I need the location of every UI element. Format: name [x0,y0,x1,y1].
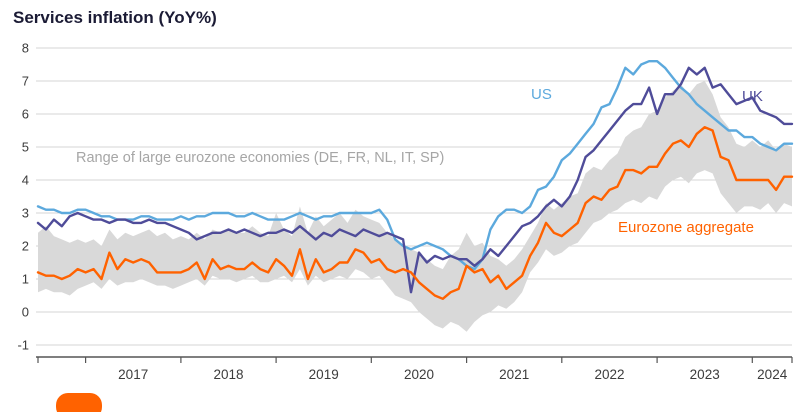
y-tick-label: 3 [22,206,29,221]
x-tick-label: 2017 [118,367,148,382]
y-tick-label: 8 [22,41,29,56]
x-tick-label: 2023 [690,367,720,382]
series-line-uk [36,66,794,294]
x-tick-label: 2019 [309,367,339,382]
page-title: Services inflation (YoY%) [13,8,217,27]
x-tick-label: 2018 [213,367,243,382]
series-line-eurozone-aggregate [36,125,794,300]
series-label-uk: UK [742,88,763,105]
series-line-us [36,60,794,271]
band-label-eurozone-range: Range of large eurozone economies (DE, F… [76,150,445,166]
y-tick-label: 6 [22,107,29,122]
y-tick-label: 7 [22,74,29,89]
y-tick-label: 0 [22,305,29,320]
y-tick-label: 1 [22,272,29,287]
y-tick-label: -1 [17,338,29,353]
series-label-us: US [531,86,552,103]
y-tick-label: 5 [22,140,29,155]
ing-logo [56,393,102,412]
series-label-eurozone-aggregate: Eurozone aggregate [618,219,754,236]
x-tick-label: 2020 [404,367,434,382]
x-tick-label: 2021 [499,367,529,382]
x-tick-label: 2022 [594,367,624,382]
x-tick-label: 2024 [757,367,788,382]
y-tick-label: 2 [22,239,29,254]
band-eurozone-range [38,81,792,332]
y-tick-label: 4 [22,173,29,188]
